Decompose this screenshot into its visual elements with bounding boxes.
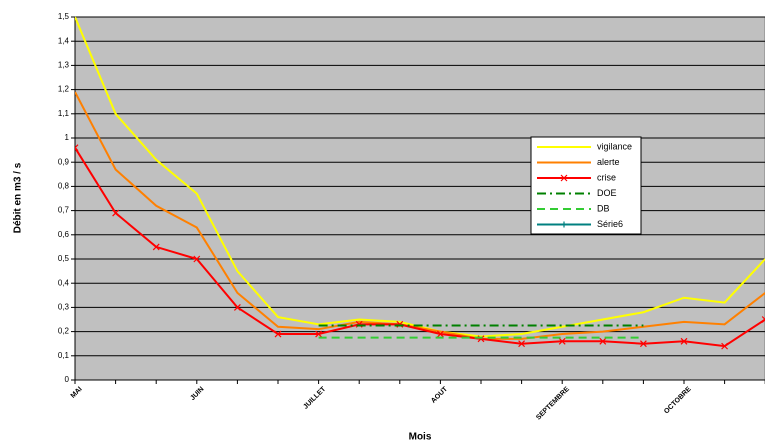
plot-area (74, 16, 765, 381)
y-tick-label: 1,4 (58, 36, 70, 45)
point-marker (193, 255, 201, 263)
point-marker (274, 330, 282, 338)
point-marker (152, 243, 160, 251)
point-marker (315, 330, 323, 338)
legend-marker (561, 221, 567, 228)
x-axis-title: Mois (409, 432, 432, 443)
y-tick-label: 1,2 (58, 85, 70, 94)
x-tick-label: MAI (70, 386, 84, 400)
point-marker (75, 144, 79, 152)
legend-label: vigilance (597, 141, 632, 151)
y-tick-label: 0,4 (58, 278, 70, 287)
y-tick-label: 0,9 (58, 157, 70, 166)
point-marker (558, 337, 566, 345)
point-marker (680, 337, 688, 345)
y-tick-label: 0,1 (58, 351, 70, 360)
series-line (75, 91, 765, 340)
y-tick-label: 0,8 (58, 182, 70, 191)
x-tick-label: JUILLET (302, 385, 328, 411)
point-marker (761, 316, 765, 323)
y-tick-label: 0,6 (58, 230, 70, 239)
x-tick-label: SEPTEMBRE (535, 386, 571, 422)
series-line (75, 147, 765, 348)
y-tick-label: 1 (65, 133, 70, 142)
legend-label: crise (597, 172, 616, 182)
plot-lines (75, 16, 765, 350)
legend-label: Série6 (597, 219, 623, 229)
series-line (75, 16, 765, 338)
point-marker (721, 342, 729, 350)
y-tick-label: 0 (65, 375, 70, 384)
point-marker (112, 209, 120, 217)
x-tick-label: OCTOBRE (663, 386, 693, 416)
legend-label: alerte (597, 157, 620, 167)
y-axis-title: Débit en m3 / s (13, 162, 24, 233)
point-marker (436, 330, 444, 338)
y-tick-label: 1,3 (58, 61, 70, 70)
y-tick-label: 0,3 (58, 303, 70, 312)
legend (530, 136, 642, 235)
y-tick-label: 0,7 (58, 206, 70, 215)
x-tick-label: AOUT (430, 385, 449, 404)
y-tick-label: 1,1 (58, 109, 70, 118)
point-marker (599, 337, 607, 345)
point-marker (518, 340, 526, 348)
point-marker (233, 303, 241, 311)
x-tick-label: JUIN (189, 386, 205, 402)
y-tick-label: 1,5 (58, 12, 70, 21)
legend-label: DOE (597, 188, 617, 198)
y-tick-label: 0,2 (58, 327, 70, 336)
legend-label: DB (597, 203, 610, 213)
legend-marker (560, 174, 568, 182)
y-tick-label: 0,5 (58, 254, 70, 263)
point-marker (639, 340, 647, 348)
